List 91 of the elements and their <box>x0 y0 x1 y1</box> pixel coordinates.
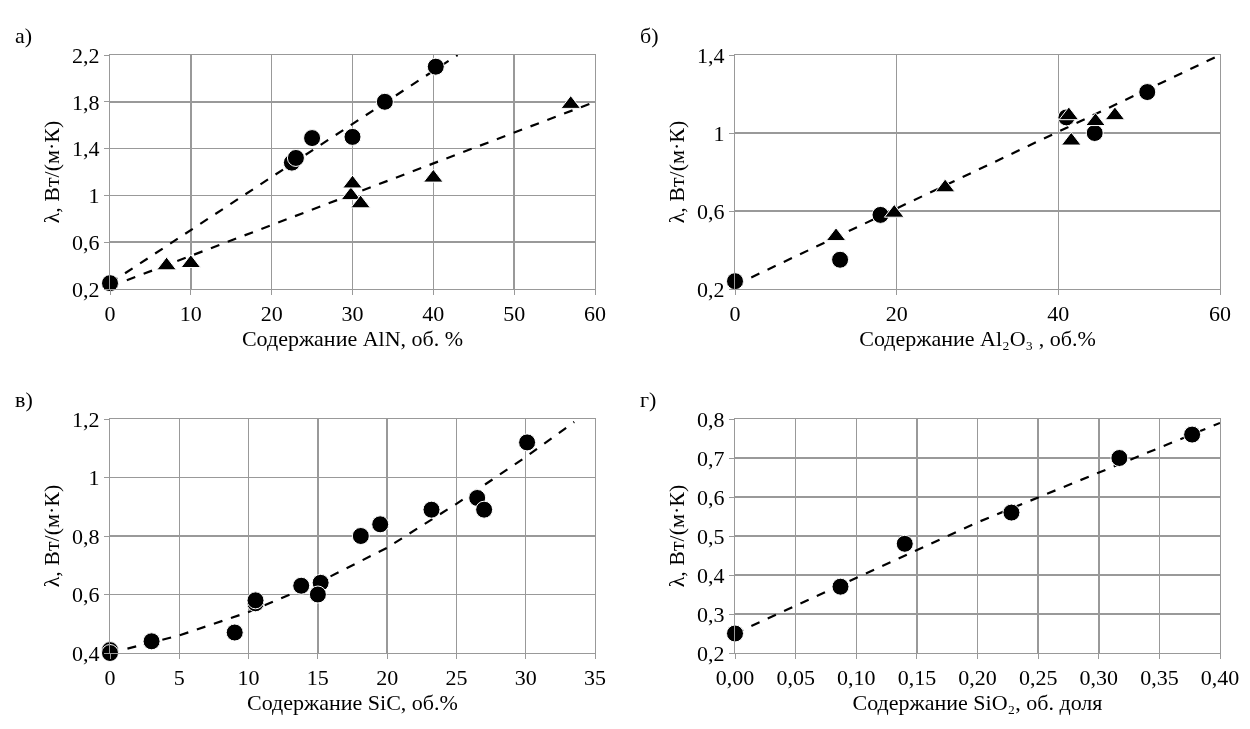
point <box>1002 503 1021 522</box>
point <box>423 168 444 183</box>
point <box>308 585 327 604</box>
point <box>292 576 311 595</box>
point <box>1110 449 1129 467</box>
x-tick-label: 0,20 <box>958 665 997 691</box>
x-tick-label: 5 <box>173 665 185 691</box>
y-tick-label: 0,6 <box>72 582 100 608</box>
y-tick-label: 1,4 <box>697 42 725 68</box>
x-tick-label: 0,10 <box>837 665 876 691</box>
point <box>426 57 445 76</box>
point <box>350 194 371 209</box>
y-tick-label: 0,4 <box>697 562 725 588</box>
y-tick-label: 0,2 <box>697 640 725 666</box>
text: г) <box>640 387 657 412</box>
point <box>831 577 850 596</box>
point <box>1085 112 1106 127</box>
x-tick-label: 0 <box>104 301 116 327</box>
x-tick-label: 40 <box>1047 301 1070 327</box>
y-tick-label: 0,6 <box>697 198 725 224</box>
y-axis-title: λ, Вт/(м·К) <box>663 120 689 224</box>
text: в) <box>15 387 33 412</box>
x-axis-title: Содержание AlN, об. % <box>241 326 464 352</box>
x-tick-label: 0,40 <box>1200 665 1240 691</box>
y-tick-label: 2,2 <box>72 42 100 68</box>
x-axis-title: Содержание Al₂O₃ , об.% <box>859 326 1096 352</box>
y-tick-label: 1 <box>88 183 100 209</box>
point <box>475 500 494 519</box>
x-tick-label: 0,30 <box>1079 665 1118 691</box>
x-tick-label: 0,25 <box>1018 665 1058 691</box>
x-tick-label: 0,35 <box>1140 665 1179 691</box>
x-tick-label: 20 <box>885 301 908 327</box>
point <box>343 127 362 146</box>
x-tick-label: 30 <box>514 665 537 691</box>
y-tick-label: 0,4 <box>72 640 100 666</box>
text: а) <box>15 23 33 48</box>
x-axis-title: Содержание SiO₂, об. доля <box>852 690 1103 716</box>
x-tick-label: 60 <box>584 301 606 327</box>
y-tick-label: 0,8 <box>72 523 100 549</box>
x-tick-label: 20 <box>260 301 283 327</box>
x-tick-label: 15 <box>306 665 329 691</box>
y-tick-label: 0,8 <box>697 406 725 432</box>
y-axis-title: λ, Вт/(м·К) <box>38 120 64 224</box>
point <box>871 205 890 224</box>
x-tick-label: 60 <box>1209 301 1231 327</box>
y-tick-label: 1,4 <box>72 136 100 162</box>
x-tick-label: 0,00 <box>715 665 755 691</box>
y-tick-label: 0,7 <box>697 445 725 471</box>
y-axis-title: λ, Вт/(м·К) <box>38 484 64 588</box>
y-tick-label: 1,8 <box>72 89 100 115</box>
y-tick-label: 0,5 <box>697 523 725 549</box>
x-tick-label: 35 <box>584 665 606 691</box>
x-tick-label: 30 <box>341 301 364 327</box>
y-tick-label: 1 <box>88 465 100 491</box>
text: б) <box>640 23 659 48</box>
x-tick-label: 50 <box>503 301 526 327</box>
x-tick-label: 0 <box>729 301 741 327</box>
x-axis-title: Содержание SiC, об.% <box>247 690 458 716</box>
point <box>422 500 441 519</box>
y-tick-label: 0,3 <box>697 601 725 627</box>
y-tick-label: 0,6 <box>697 484 725 510</box>
point <box>225 623 244 642</box>
point <box>726 272 744 291</box>
y-tick-label: 0,2 <box>697 276 725 302</box>
x-tick-label: 0,15 <box>897 665 937 691</box>
x-tick-label: 10 <box>179 301 202 327</box>
y-tick-label: 0,2 <box>72 276 100 302</box>
x-tick-label: 20 <box>376 665 399 691</box>
y-tick-label: 1 <box>713 120 725 146</box>
x-tick-label: 10 <box>237 665 260 691</box>
point <box>156 256 177 271</box>
x-tick-label: 0 <box>104 665 116 691</box>
point <box>286 148 305 167</box>
y-tick-label: 1,2 <box>72 406 100 432</box>
point <box>303 129 322 148</box>
point <box>1085 124 1104 142</box>
point <box>726 624 744 643</box>
point <box>895 534 914 553</box>
x-tick-label: 25 <box>445 665 468 691</box>
x-tick-label: 40 <box>422 301 445 327</box>
point <box>1183 425 1202 444</box>
point <box>831 250 850 269</box>
point <box>142 632 161 651</box>
point <box>371 515 390 534</box>
y-tick-label: 0,6 <box>72 229 100 255</box>
point <box>351 527 370 545</box>
point <box>375 92 394 111</box>
y-axis-title: λ, Вт/(м·К) <box>663 484 689 588</box>
point <box>518 433 537 452</box>
point <box>342 174 363 189</box>
x-tick-label: 0,05 <box>776 665 815 691</box>
